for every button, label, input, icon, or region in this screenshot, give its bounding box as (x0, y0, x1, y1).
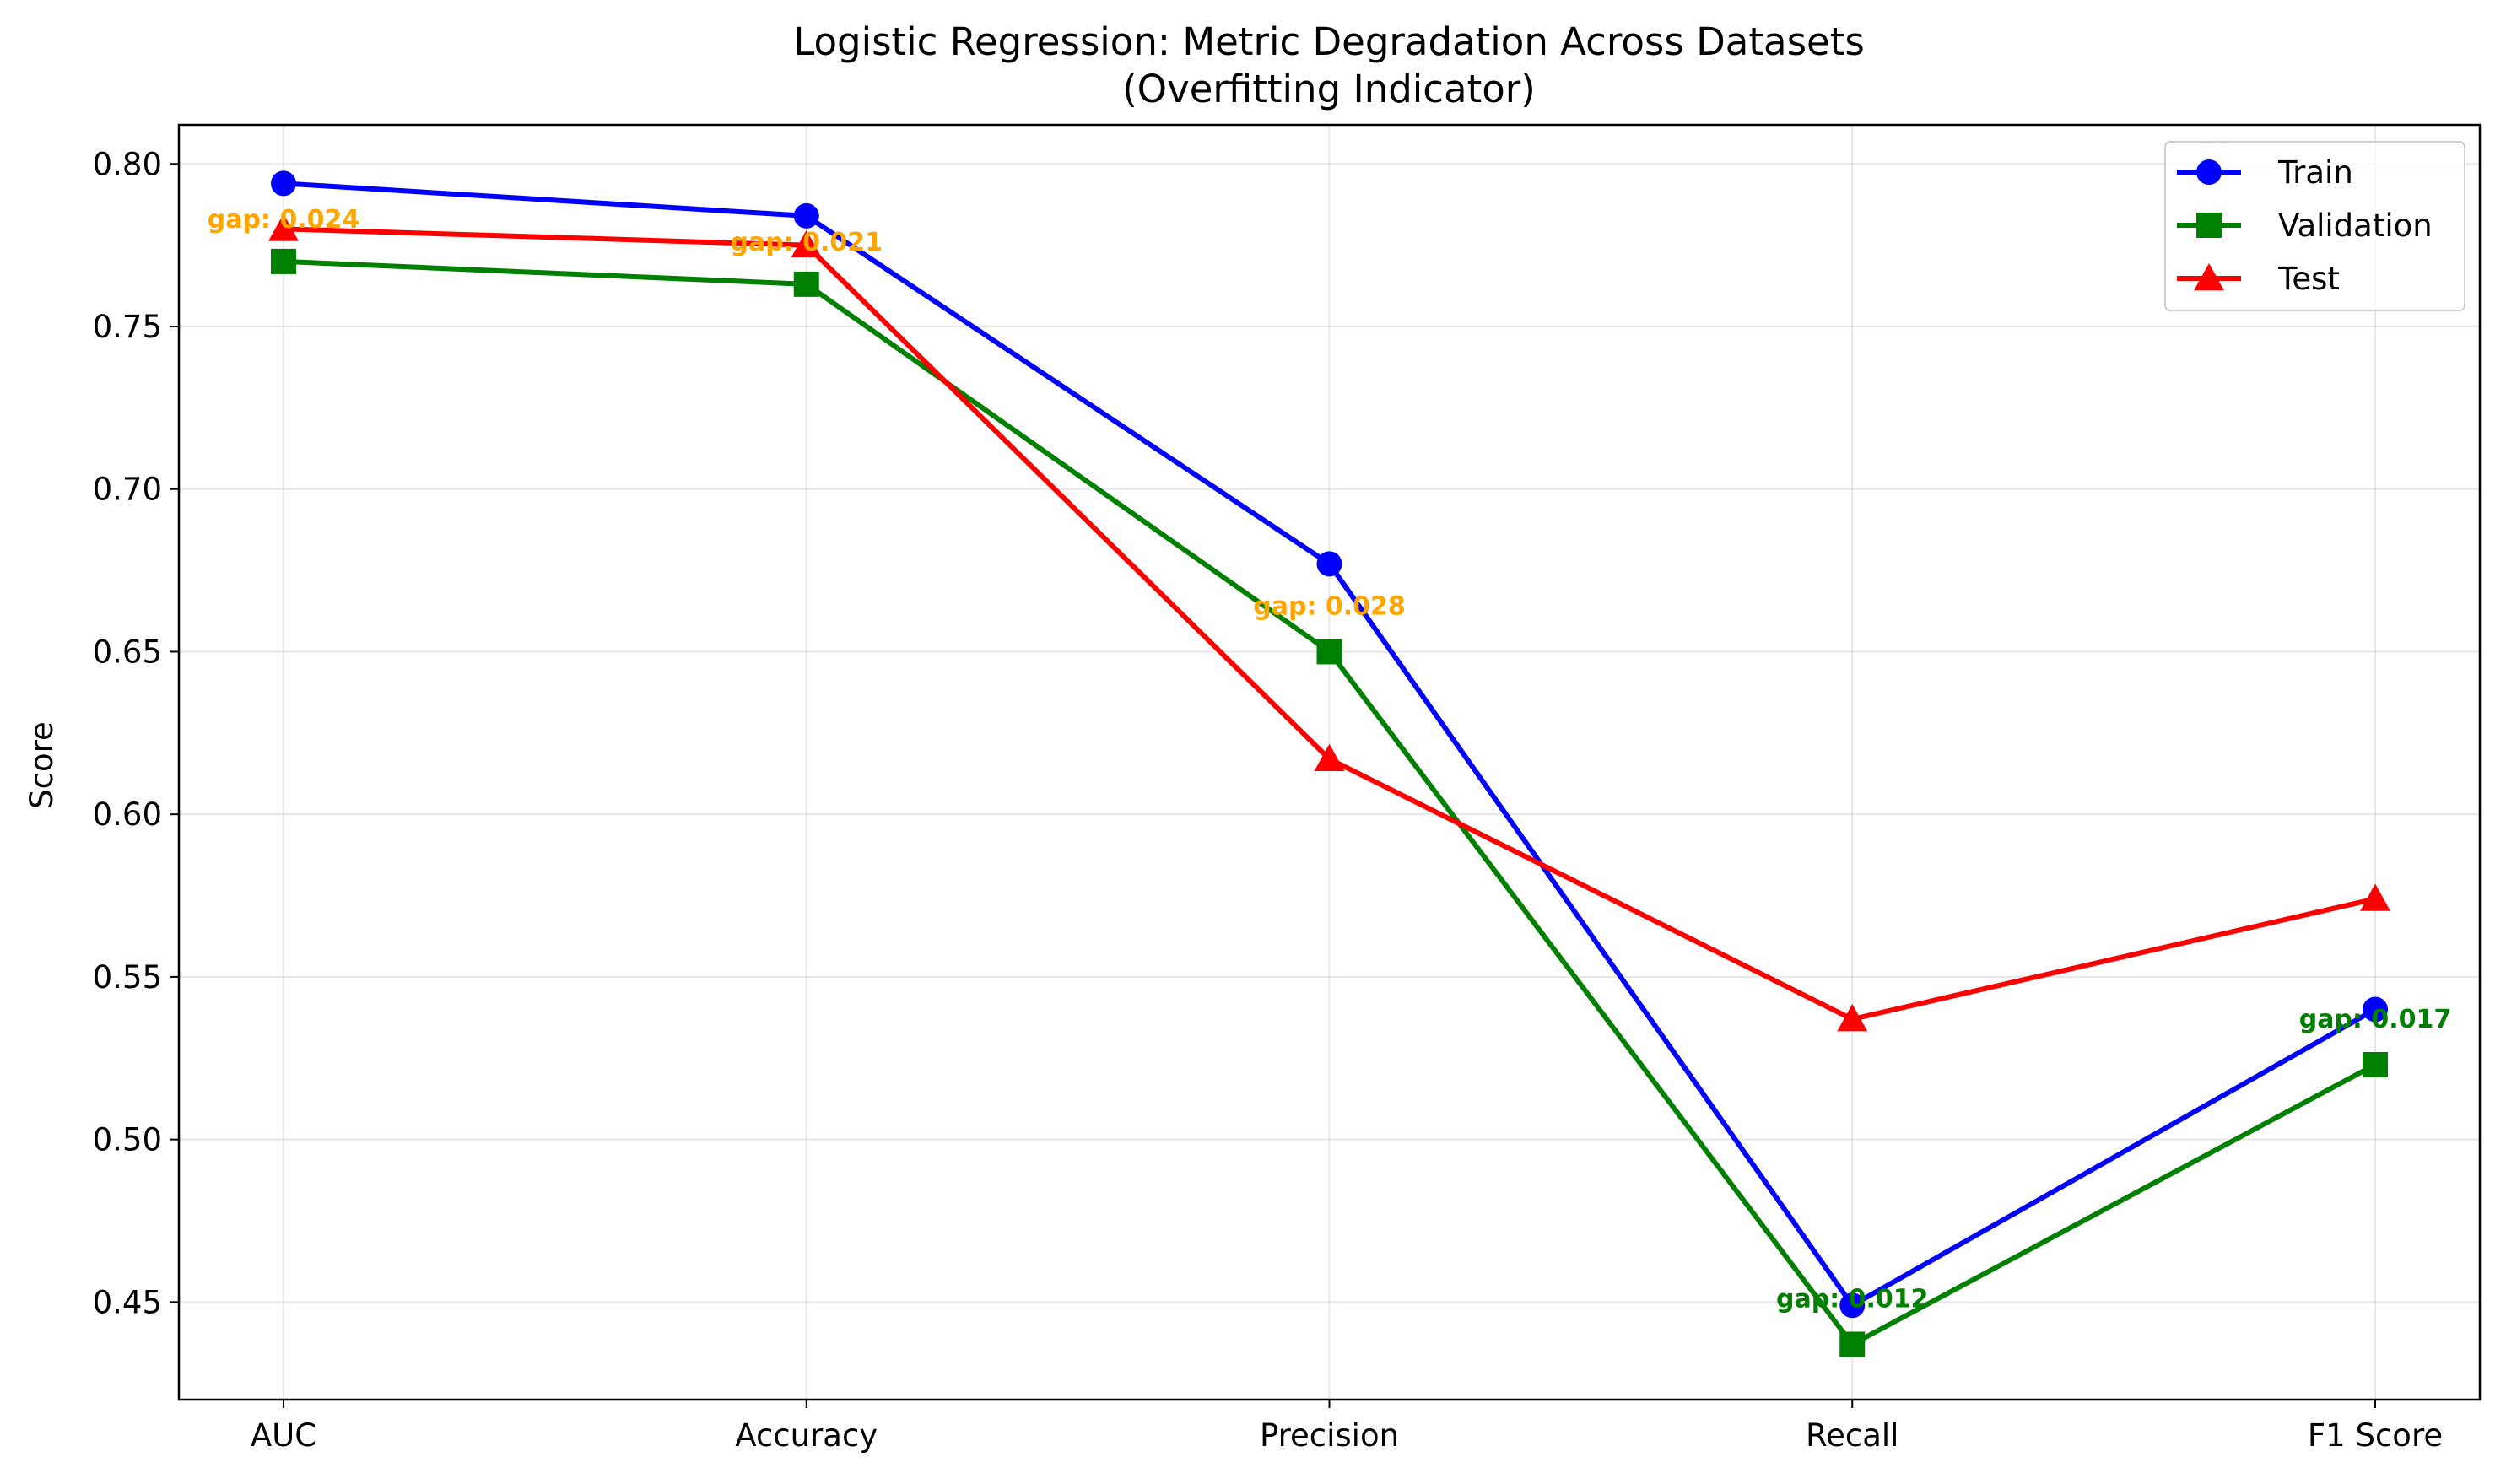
series-train (271, 170, 2388, 1319)
y-tick-label: 0.70 (93, 472, 162, 508)
x-tick-label: Precision (1260, 1417, 1399, 1454)
y-tick-label: 0.55 (93, 959, 162, 996)
gap-annotation: gap: 0.028 (1253, 591, 1406, 621)
y-tick-label: 0.75 (93, 309, 162, 345)
legend-item-validation: Validation (2177, 208, 2433, 244)
chart-subtitle: (Overfitting Indicator) (1122, 67, 1536, 111)
data-point-test (2360, 883, 2390, 911)
series-group (268, 170, 2390, 1357)
x-tick-label: Accuracy (735, 1417, 878, 1454)
plot-frame (177, 123, 2482, 1401)
y-tick-label: 0.80 (93, 146, 162, 182)
y-tick-label: 0.60 (93, 796, 162, 833)
series-validation (271, 248, 2388, 1357)
data-point-validation (793, 271, 819, 297)
data-point-train (793, 202, 819, 229)
x-tick-label: AUC (251, 1417, 316, 1454)
data-point-validation (1316, 639, 1342, 665)
legend-label-test: Test (2277, 261, 2340, 297)
legend-label-validation: Validation (2278, 208, 2433, 244)
data-point-validation (271, 248, 296, 274)
data-point-test (268, 213, 299, 241)
data-point-train (271, 170, 296, 197)
legend-label-train: Train (2277, 154, 2353, 191)
y-tick-label: 0.50 (93, 1122, 162, 1158)
legend-marker-train (2196, 159, 2222, 185)
legend-marker-test (2194, 263, 2224, 291)
x-tick-label: F1 Score (2308, 1417, 2443, 1454)
series-test (268, 213, 2390, 1032)
gap-annotation: gap: 0.012 (1776, 1285, 1929, 1314)
data-point-test (791, 229, 822, 258)
x-tick-label: Recall (1806, 1417, 1898, 1454)
gap-annotation: gap: 0.024 (208, 205, 360, 235)
chart-title: Logistic Regression: Metric Degradation … (793, 19, 1865, 64)
data-point-test (1837, 1004, 1868, 1032)
data-point-validation (1839, 1331, 1866, 1357)
data-point-test (1314, 743, 1345, 772)
axis-ticks: AUC Accuracy Precision Recall F1 Score 0.45 0.… (93, 146, 2444, 1454)
legend-item-test: Test (2177, 261, 2340, 297)
legend-box (2164, 141, 2465, 311)
data-point-validation (2363, 1051, 2388, 1077)
y-tick-label: 0.45 (93, 1284, 162, 1320)
legend-marker-validation (2196, 213, 2222, 238)
data-point-train (1316, 551, 1342, 577)
gap-annotations: gap: 0.024 gap: 0.021 gap: 0.028 gap: 0.012… (208, 205, 2452, 1314)
y-axis-label: Score (24, 721, 60, 809)
data-point-train (2363, 996, 2388, 1023)
legend-item-train: Train (2177, 154, 2353, 191)
gap-annotation: gap: 0.021 (730, 228, 883, 257)
grid-lines (179, 125, 2480, 1400)
gap-annotation: gap: 0.017 (2299, 1005, 2452, 1034)
y-tick-label: 0.65 (93, 634, 162, 670)
legend: Train Validation Test (2164, 141, 2465, 311)
data-point-train (1839, 1292, 1866, 1319)
